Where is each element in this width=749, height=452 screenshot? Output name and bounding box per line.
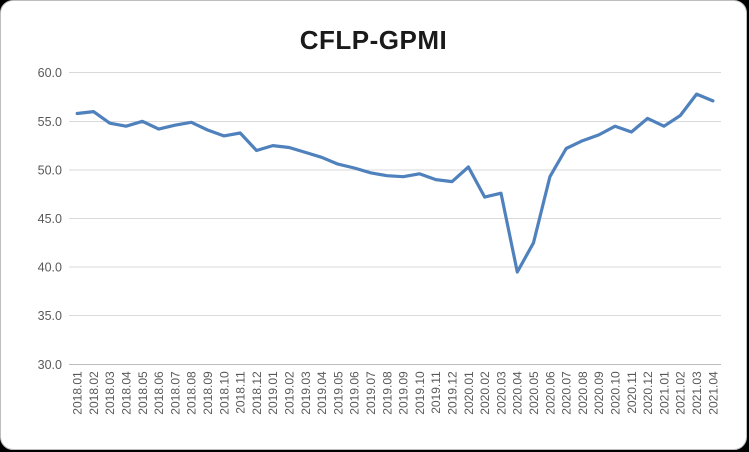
y-axis-tick-label: 35.0 xyxy=(38,309,62,323)
x-axis-tick-label: 2019.06 xyxy=(348,371,362,415)
x-axis-tick-label: 2019.05 xyxy=(331,371,345,415)
x-axis-tick-label: 2020.08 xyxy=(576,371,590,415)
x-axis-tick-label: 2018.03 xyxy=(103,371,117,415)
x-axis-tick-label: 2021.03 xyxy=(690,371,704,415)
x-axis-tick-label: 2021.02 xyxy=(674,371,688,415)
x-axis-tick-label: 2019.02 xyxy=(283,371,297,415)
x-axis-tick-label: 2020.02 xyxy=(478,371,492,415)
x-axis-tick-label: 2018.02 xyxy=(87,371,101,415)
x-axis-tick-label: 2018.09 xyxy=(201,371,215,415)
y-axis-tick-label: 50.0 xyxy=(38,163,62,177)
x-axis-tick-label: 2020.04 xyxy=(511,371,525,415)
x-axis-tick-label: 2019.10 xyxy=(413,371,427,415)
x-axis-tick-label: 2020.12 xyxy=(641,371,655,415)
x-axis-tick-label: 2019.12 xyxy=(446,371,460,415)
x-axis-tick-label: 2018.01 xyxy=(71,371,85,415)
x-axis-tick-label: 2019.07 xyxy=(364,371,378,415)
x-axis-tick-label: 2021.04 xyxy=(706,371,720,415)
x-axis-tick-label: 2020.11 xyxy=(625,371,639,414)
x-axis-tick-label: 2019.04 xyxy=(315,371,329,415)
x-axis-tick-label: 2018.06 xyxy=(152,371,166,415)
x-axis-tick-label: 2018.08 xyxy=(185,371,199,415)
x-axis-tick-label: 2018.05 xyxy=(136,371,150,415)
x-axis-tick-label: 2019.09 xyxy=(397,371,411,415)
x-axis-tick-label: 2020.06 xyxy=(543,371,557,415)
y-axis-tick-label: 30.0 xyxy=(38,358,62,372)
y-axis-tick-label: 40.0 xyxy=(38,261,62,275)
x-axis-tick-label: 2019.11 xyxy=(429,371,443,414)
chart-title: CFLP-GPMI xyxy=(299,25,448,55)
x-axis-tick-label: 2018.11 xyxy=(234,371,248,414)
data-series-line xyxy=(75,92,715,274)
x-axis-tick-label: 2018.04 xyxy=(120,371,134,415)
y-axis-tick-label: 55.0 xyxy=(38,115,62,129)
x-axis-tick-label: 2020.01 xyxy=(462,371,476,415)
x-axis-tick-label: 2019.01 xyxy=(266,371,280,415)
x-axis-tick-label: 2018.12 xyxy=(250,371,264,415)
x-axis-tick-label: 2020.05 xyxy=(527,371,541,415)
y-axis-tick-label: 45.0 xyxy=(38,212,62,226)
x-axis-tick-label: 2021.01 xyxy=(657,371,671,415)
x-axis-tick-label: 2018.07 xyxy=(168,371,182,415)
x-axis-tick-label: 2020.03 xyxy=(494,371,508,415)
x-axis-tick-label: 2020.09 xyxy=(592,371,606,415)
x-axis-tick-label: 2019.08 xyxy=(380,371,394,415)
x-axis-tick-label: 2020.07 xyxy=(560,371,574,415)
x-axis-tick-label: 2018.10 xyxy=(217,371,231,415)
x-axis-tick-label: 2020.10 xyxy=(609,371,623,415)
y-axis-tick-label: 60.0 xyxy=(38,66,62,80)
x-axis-tick-label: 2019.03 xyxy=(299,371,313,415)
